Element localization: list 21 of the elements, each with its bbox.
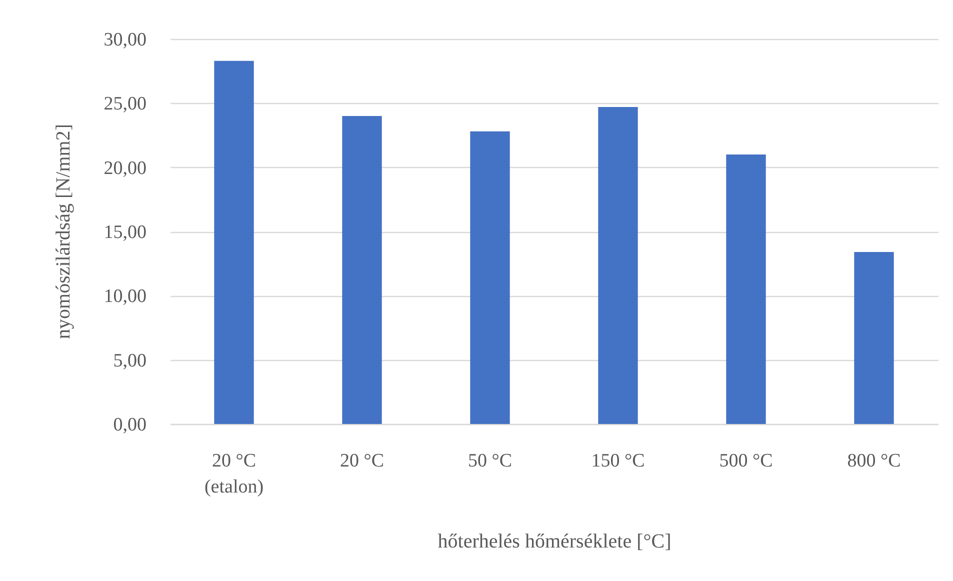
- y-tick-label: 0,00: [113, 414, 146, 436]
- x-tick-label: 500 °C: [719, 450, 773, 472]
- y-tick-label: 15,00: [104, 222, 146, 243]
- y-tick-label: 25,00: [104, 94, 146, 115]
- y-tick-label: 10,00: [104, 286, 146, 308]
- bar: [726, 154, 766, 424]
- y-axis-title: nyomószilárdság [N/mm2]: [52, 124, 74, 339]
- x-tick-label: 20 °C: [340, 450, 384, 472]
- x-tick-label: 20 °C (etalon): [204, 450, 264, 498]
- x-axis-title: hőterhelés hőmérséklete [°C]: [438, 530, 672, 552]
- y-tick-label: 5,00: [113, 350, 146, 372]
- bar: [214, 60, 254, 424]
- x-tick-label: 150 °C: [591, 450, 645, 472]
- x-tick-label: 50 °C: [468, 450, 512, 472]
- x-tick-label: 800 °C: [847, 450, 901, 472]
- bar: [342, 116, 382, 424]
- bar: [470, 131, 510, 424]
- y-tick-label: 20,00: [104, 158, 146, 179]
- bar: [854, 252, 894, 424]
- y-tick-label: 30,00: [104, 30, 146, 50]
- bar: [598, 107, 638, 424]
